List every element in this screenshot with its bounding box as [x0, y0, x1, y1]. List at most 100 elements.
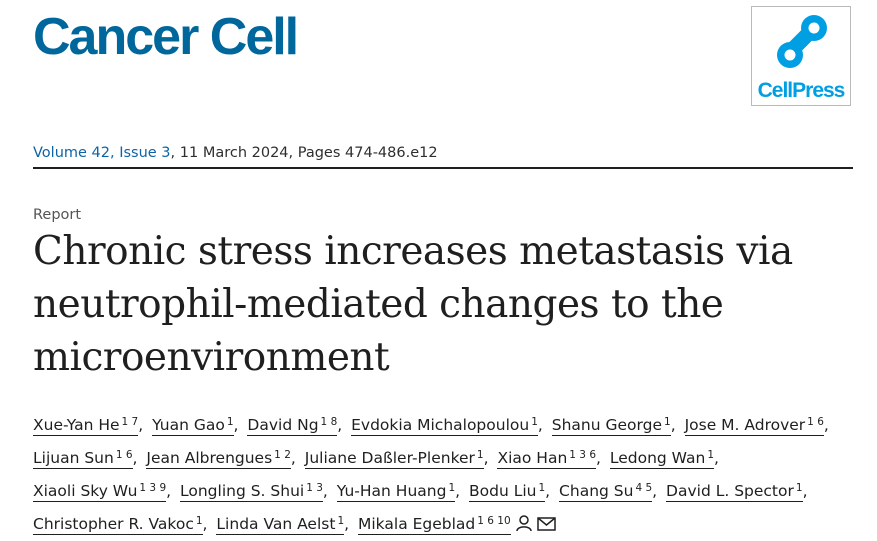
- author-affiliation-marks: 1 3 6: [569, 449, 596, 461]
- author-name-link[interactable]: Yuan Gao 1: [152, 416, 234, 436]
- author-affiliation-marks: 1 6: [807, 416, 824, 428]
- author-separator: ,: [138, 416, 144, 434]
- author-affiliation-marks: 1: [476, 449, 484, 461]
- author-name: Shanu George: [551, 416, 663, 434]
- author-affiliation-marks: 1: [448, 482, 456, 494]
- author-affiliation-marks: 1 6: [115, 449, 133, 461]
- author-affiliation-marks: 1: [707, 449, 715, 461]
- author-item: Jose M. Adrover 1 6,: [684, 416, 833, 436]
- author-item: Bodu Liu 1,: [469, 482, 554, 502]
- author-item: Linda Van Aelst 1,: [216, 515, 353, 535]
- author-name-link[interactable]: David L. Spector 1: [666, 482, 803, 502]
- author-affiliation-marks: 1: [531, 416, 538, 428]
- author-name-link[interactable]: Jean Albrengues 1 2: [146, 449, 291, 469]
- author-name: Bodu Liu: [469, 482, 537, 500]
- author-item: Mikala Egeblad 1 6 10: [358, 514, 556, 535]
- author-affiliation-marks: 1: [195, 515, 203, 527]
- author-name-link[interactable]: David Ng 1 8: [247, 416, 338, 436]
- author-list: Xue-Yan He 1 7, Yuan Gao 1, David Ng 1 8, E…: [33, 407, 863, 539]
- author-name-link[interactable]: Longling S. Shui 1 3: [180, 482, 323, 502]
- author-separator: ,: [322, 482, 328, 500]
- author-name-link[interactable]: Mikala Egeblad 1 6 10: [358, 515, 511, 535]
- cellpress-emblem-icon: [777, 15, 827, 68]
- author-affiliation-marks: 1 3 9: [139, 482, 167, 494]
- author-name-link[interactable]: Shanu George 1: [551, 416, 671, 436]
- header-divider: [33, 167, 853, 169]
- author-affiliation-marks: 1: [226, 416, 234, 428]
- author-separator: ,: [823, 416, 829, 434]
- author-separator: ,: [290, 449, 296, 467]
- envelope-icon[interactable]: [536, 516, 556, 532]
- author-separator: ,: [596, 449, 601, 467]
- author-name-link[interactable]: Jose M. Adrover 1 6: [684, 416, 824, 436]
- author-item: Longling S. Shui 1 3,: [180, 482, 332, 502]
- author-name: Chang Su: [559, 482, 634, 500]
- author-affiliation-marks: 1 8: [320, 416, 338, 428]
- author-name: Jean Albrengues: [146, 449, 273, 467]
- author-name-link[interactable]: Xiaoli Sky Wu 1 3 9: [33, 482, 167, 502]
- author-separator: ,: [545, 482, 551, 500]
- author-affiliation-marks: 1 7: [121, 416, 139, 428]
- author-name: Christopher R. Vakoc: [33, 515, 194, 533]
- author-item: Chang Su 4 5,: [559, 482, 661, 502]
- publication-info: Volume 42, Issue 3, 11 March 2024, Pages…: [33, 143, 438, 163]
- author-separator: ,: [166, 482, 172, 500]
- volume-issue-link[interactable]: Volume 42, Issue 3: [33, 145, 171, 161]
- author-item: Evdokia Michalopoulou 1,: [351, 416, 547, 436]
- author-item: Ledong Wan 1,: [609, 449, 723, 469]
- author-name-link[interactable]: Evdokia Michalopoulou 1: [351, 416, 538, 436]
- cellpress-wordmark: CellPress: [757, 79, 846, 102]
- author-separator: ,: [344, 515, 350, 533]
- author-item: Yuan Gao 1,: [152, 416, 242, 436]
- journal-title[interactable]: Cancer Cell: [33, 8, 299, 66]
- author-name-link[interactable]: Linda Van Aelst 1: [216, 515, 345, 535]
- author-name: Xue-Yan He: [33, 416, 120, 434]
- author-name: Xiaoli Sky Wu: [33, 482, 138, 500]
- author-name: David L. Spector: [666, 482, 794, 500]
- author-name-link[interactable]: Juliane Daßler-Plenker 1: [304, 449, 484, 469]
- author-item: Lijuan Sun 1 6,: [33, 449, 141, 469]
- author-affiliation-marks: 4 5: [635, 482, 653, 494]
- author-item: David L. Spector 1,: [666, 482, 811, 502]
- author-item: Yu-Han Huang 1,: [336, 482, 464, 502]
- author-name-link[interactable]: Bodu Liu 1: [469, 482, 546, 502]
- author-item: Xiao Han 1 3 6,: [497, 449, 604, 469]
- author-name: Yuan Gao: [152, 416, 225, 434]
- author-separator: ,: [537, 416, 543, 434]
- author-name-link[interactable]: Xue-Yan He 1 7: [33, 416, 139, 436]
- author-separator: ,: [455, 482, 461, 500]
- author-name: Lijuan Sun: [33, 449, 114, 467]
- article-title: Chronic stress increases metastasis via …: [33, 229, 793, 380]
- author-item: Christopher R. Vakoc 1,: [33, 515, 211, 535]
- author-name-link[interactable]: Ledong Wan 1: [609, 449, 715, 469]
- author-name-link[interactable]: Chang Su 4 5: [559, 482, 653, 502]
- author-separator: ,: [132, 449, 138, 467]
- author-separator: ,: [483, 449, 489, 467]
- author-name-link[interactable]: Christopher R. Vakoc 1: [33, 515, 203, 535]
- publication-date-pages: , 11 March 2024, Pages 474-486.e12: [170, 145, 438, 161]
- author-name: Mikala Egeblad: [358, 515, 476, 533]
- author-item: David Ng 1 8,: [247, 416, 346, 436]
- author-item: Juliane Daßler-Plenker 1,: [304, 449, 493, 469]
- author-name-link[interactable]: Lijuan Sun 1 6: [33, 449, 133, 469]
- author-affiliation-marks: 1 6 10: [477, 515, 511, 527]
- author-name: Juliane Daßler-Plenker: [304, 449, 475, 467]
- author-affiliation-marks: 1 2: [274, 449, 291, 461]
- author-name-link[interactable]: Yu-Han Huang 1: [336, 482, 456, 502]
- author-affiliation-marks: 1: [664, 416, 671, 428]
- person-icon[interactable]: [515, 514, 533, 532]
- author-item: Jean Albrengues 1 2,: [146, 449, 299, 469]
- cellpress-logo[interactable]: CellPress: [751, 6, 851, 106]
- author-separator: ,: [337, 416, 343, 434]
- author-affiliation-marks: 1 3: [306, 482, 323, 494]
- author-item: Xue-Yan He 1 7,: [33, 416, 147, 436]
- author-name: Linda Van Aelst: [216, 515, 336, 533]
- author-affiliation-marks: 1: [538, 482, 546, 494]
- author-name-link[interactable]: Xiao Han 1 3 6: [497, 449, 596, 469]
- author-name: Xiao Han: [497, 449, 568, 467]
- author-name: Longling S. Shui: [180, 482, 305, 500]
- author-name: David Ng: [247, 416, 319, 434]
- article-type: Report: [33, 207, 82, 223]
- author-affiliation-marks: 1: [337, 515, 345, 527]
- author-item: Shanu George 1,: [551, 416, 680, 436]
